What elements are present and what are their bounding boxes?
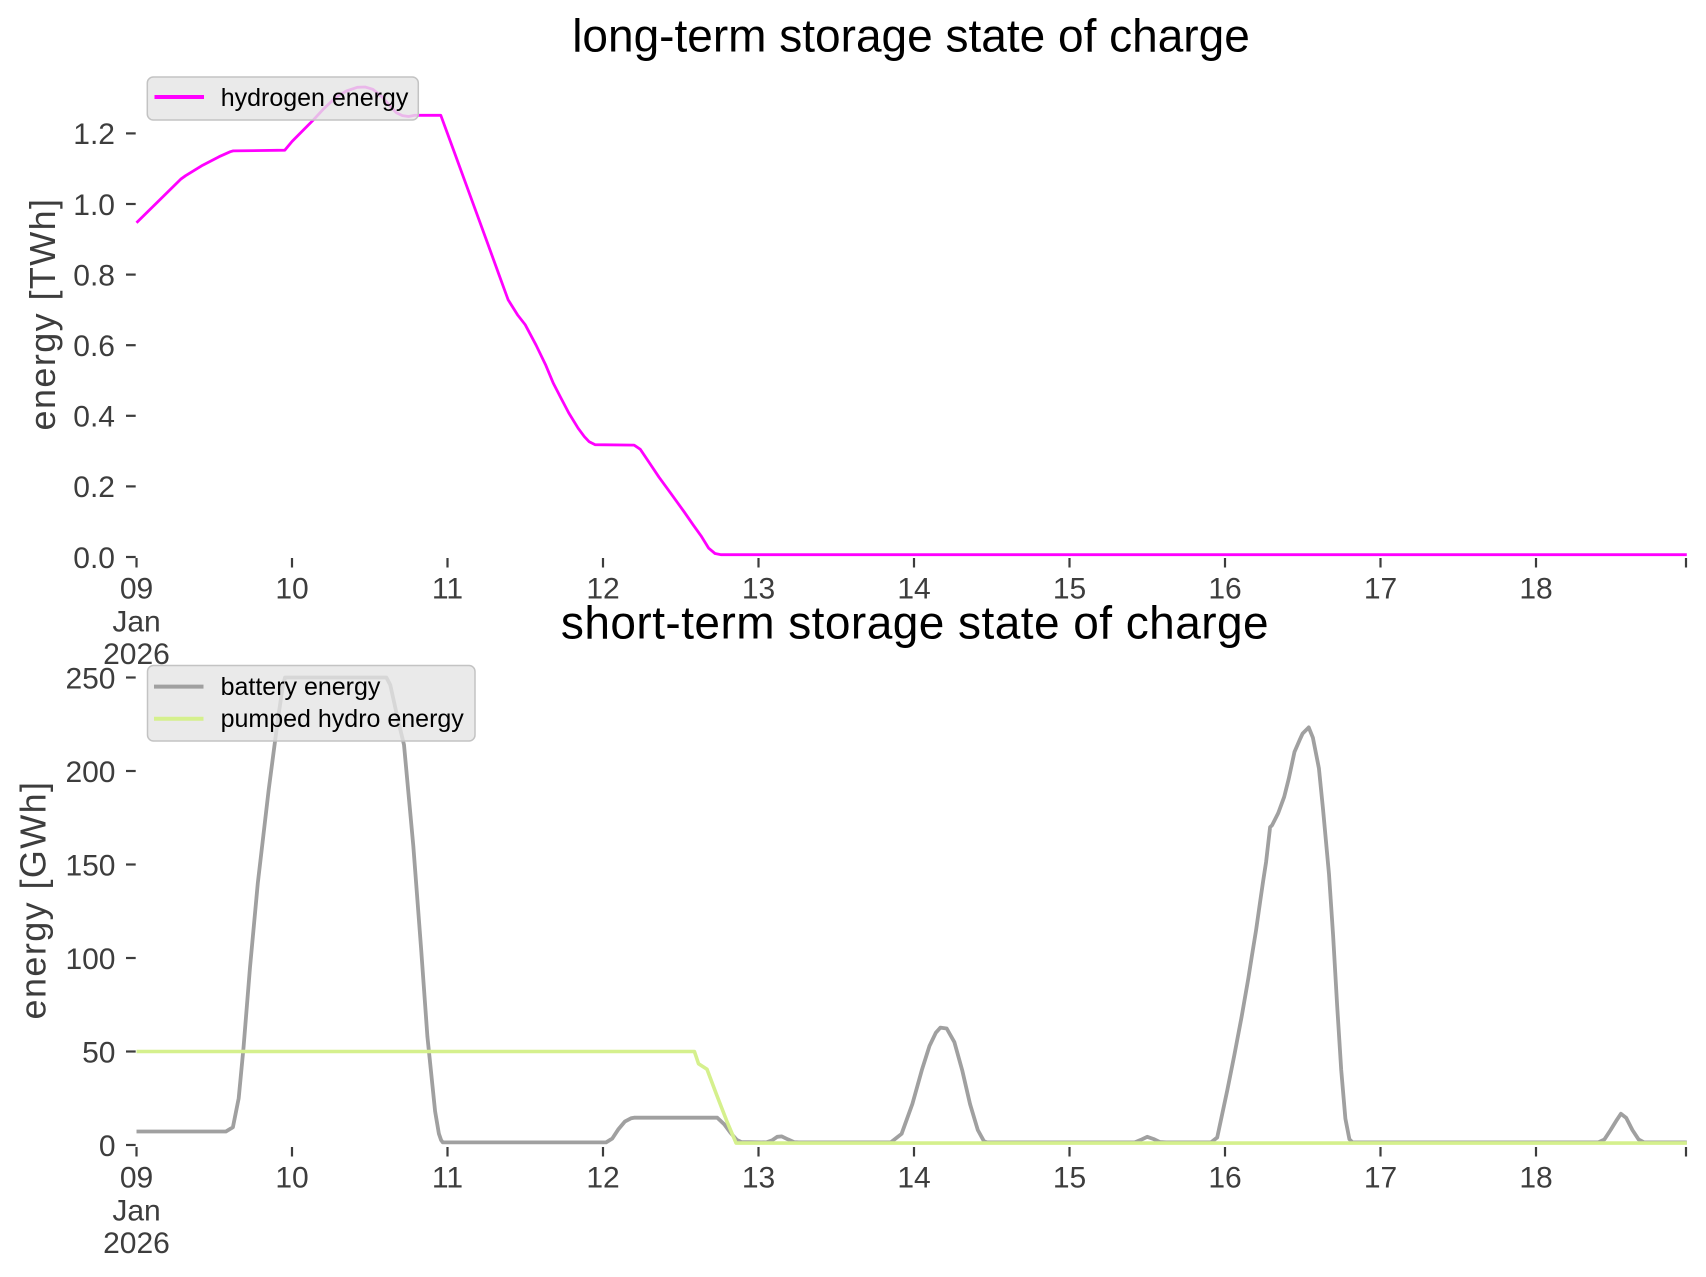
svg-text:hydrogen energy: hydrogen energy	[221, 84, 409, 112]
svg-text:energy [GWh]: energy [GWh]	[13, 781, 54, 1020]
svg-text:11: 11	[432, 1161, 463, 1194]
svg-text:17: 17	[1364, 1161, 1397, 1194]
svg-text:0: 0	[99, 1130, 116, 1163]
svg-text:12: 12	[586, 1161, 619, 1194]
svg-text:50: 50	[82, 1036, 115, 1069]
svg-text:16: 16	[1208, 1161, 1241, 1194]
svg-text:13: 13	[742, 573, 775, 606]
svg-text:1.2: 1.2	[73, 118, 115, 151]
svg-text:14: 14	[897, 573, 930, 606]
svg-text:Jan: Jan	[112, 1194, 160, 1227]
svg-text:14: 14	[897, 1161, 930, 1194]
svg-text:15: 15	[1053, 1161, 1086, 1194]
svg-text:energy [TWh]: energy [TWh]	[22, 198, 63, 431]
svg-text:100: 100	[65, 943, 115, 976]
svg-text:150: 150	[65, 849, 115, 882]
svg-text:10: 10	[275, 573, 308, 606]
svg-text:0.6: 0.6	[73, 330, 115, 363]
svg-text:12: 12	[586, 573, 619, 606]
svg-text:Jan: Jan	[112, 606, 160, 639]
svg-text:1.0: 1.0	[73, 189, 115, 222]
svg-text:18: 18	[1519, 573, 1552, 606]
svg-text:13: 13	[742, 1161, 775, 1194]
svg-text:250: 250	[65, 662, 115, 695]
svg-text:10: 10	[275, 1161, 308, 1194]
svg-text:0.0: 0.0	[73, 542, 115, 575]
svg-text:09: 09	[120, 1161, 153, 1194]
svg-text:0.4: 0.4	[73, 401, 115, 434]
svg-text:15: 15	[1053, 573, 1086, 606]
svg-text:11: 11	[432, 573, 463, 606]
svg-text:battery energy: battery energy	[221, 673, 381, 701]
svg-text:short-term storage state of ch: short-term storage state of charge	[561, 597, 1269, 649]
svg-text:16: 16	[1208, 573, 1241, 606]
svg-text:long-term storage state of cha: long-term storage state of charge	[572, 10, 1250, 62]
svg-text:pumped hydro energy: pumped hydro energy	[221, 705, 465, 733]
svg-text:18: 18	[1519, 1161, 1552, 1194]
svg-text:17: 17	[1364, 573, 1397, 606]
svg-text:0.8: 0.8	[73, 259, 115, 292]
svg-text:2026: 2026	[103, 1227, 170, 1260]
svg-text:09: 09	[120, 573, 153, 606]
svg-text:0.2: 0.2	[73, 471, 115, 504]
svg-text:200: 200	[65, 756, 115, 789]
